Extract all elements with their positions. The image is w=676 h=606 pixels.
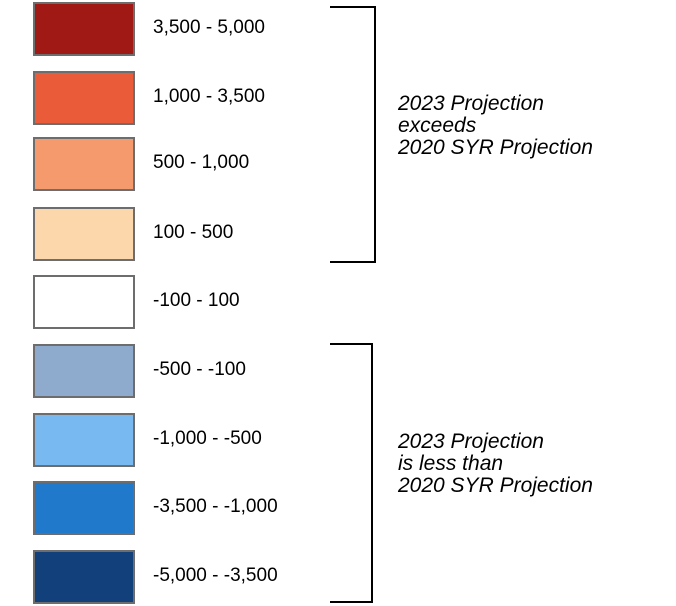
- group-note-exceeds: 2023 Projection exceeds 2020 SYR Project…: [398, 93, 593, 159]
- legend-range-label: 1,000 - 3,500: [153, 86, 265, 107]
- legend-swatch: [33, 413, 135, 467]
- group-note-line: 2020 SYR Projection: [398, 136, 593, 159]
- legend-range-label: -100 - 100: [153, 290, 240, 311]
- legend-swatch: [33, 137, 135, 191]
- group-note-line: is less than: [398, 452, 504, 475]
- legend-range-label: 500 - 1,000: [153, 152, 250, 173]
- group-note-less-than: 2023 Projection is less than 2020 SYR Pr…: [398, 431, 593, 497]
- group-note-line: 2023 Projection: [398, 92, 544, 115]
- legend-item: 100 - 500: [33, 207, 353, 261]
- legend-range-label: 3,500 - 5,000: [153, 17, 265, 38]
- legend-range-label: -1,000 - -500: [153, 428, 262, 449]
- group-bracket-exceeds: [330, 6, 376, 263]
- legend-item: 1,000 - 3,500: [33, 71, 353, 125]
- legend-swatch: [33, 207, 135, 261]
- legend-swatch: [33, 71, 135, 125]
- legend-item: -500 - -100: [33, 344, 353, 398]
- legend-range-label: -500 - -100: [153, 359, 246, 380]
- group-bracket-less-than: [330, 343, 373, 603]
- group-note-line: 2020 SYR Projection: [398, 474, 593, 497]
- legend-swatch: [33, 550, 135, 604]
- legend-item: -100 - 100: [33, 275, 353, 329]
- legend-item: 3,500 - 5,000: [33, 2, 353, 56]
- group-note-line: exceeds: [398, 114, 477, 137]
- legend-swatch: [33, 481, 135, 535]
- group-note-line: 2023 Projection: [398, 430, 544, 453]
- legend-range-label: -5,000 - -3,500: [153, 565, 278, 586]
- legend-item: -1,000 - -500: [33, 413, 353, 467]
- legend-range-label: 100 - 500: [153, 222, 234, 243]
- legend-swatch: [33, 344, 135, 398]
- legend-range-label: -3,500 - -1,000: [153, 496, 278, 517]
- legend-item: 500 - 1,000: [33, 137, 353, 191]
- legend-swatch: [33, 275, 135, 329]
- legend-swatch: [33, 2, 135, 56]
- legend-item: -3,500 - -1,000: [33, 481, 353, 535]
- legend-item: -5,000 - -3,500: [33, 550, 353, 604]
